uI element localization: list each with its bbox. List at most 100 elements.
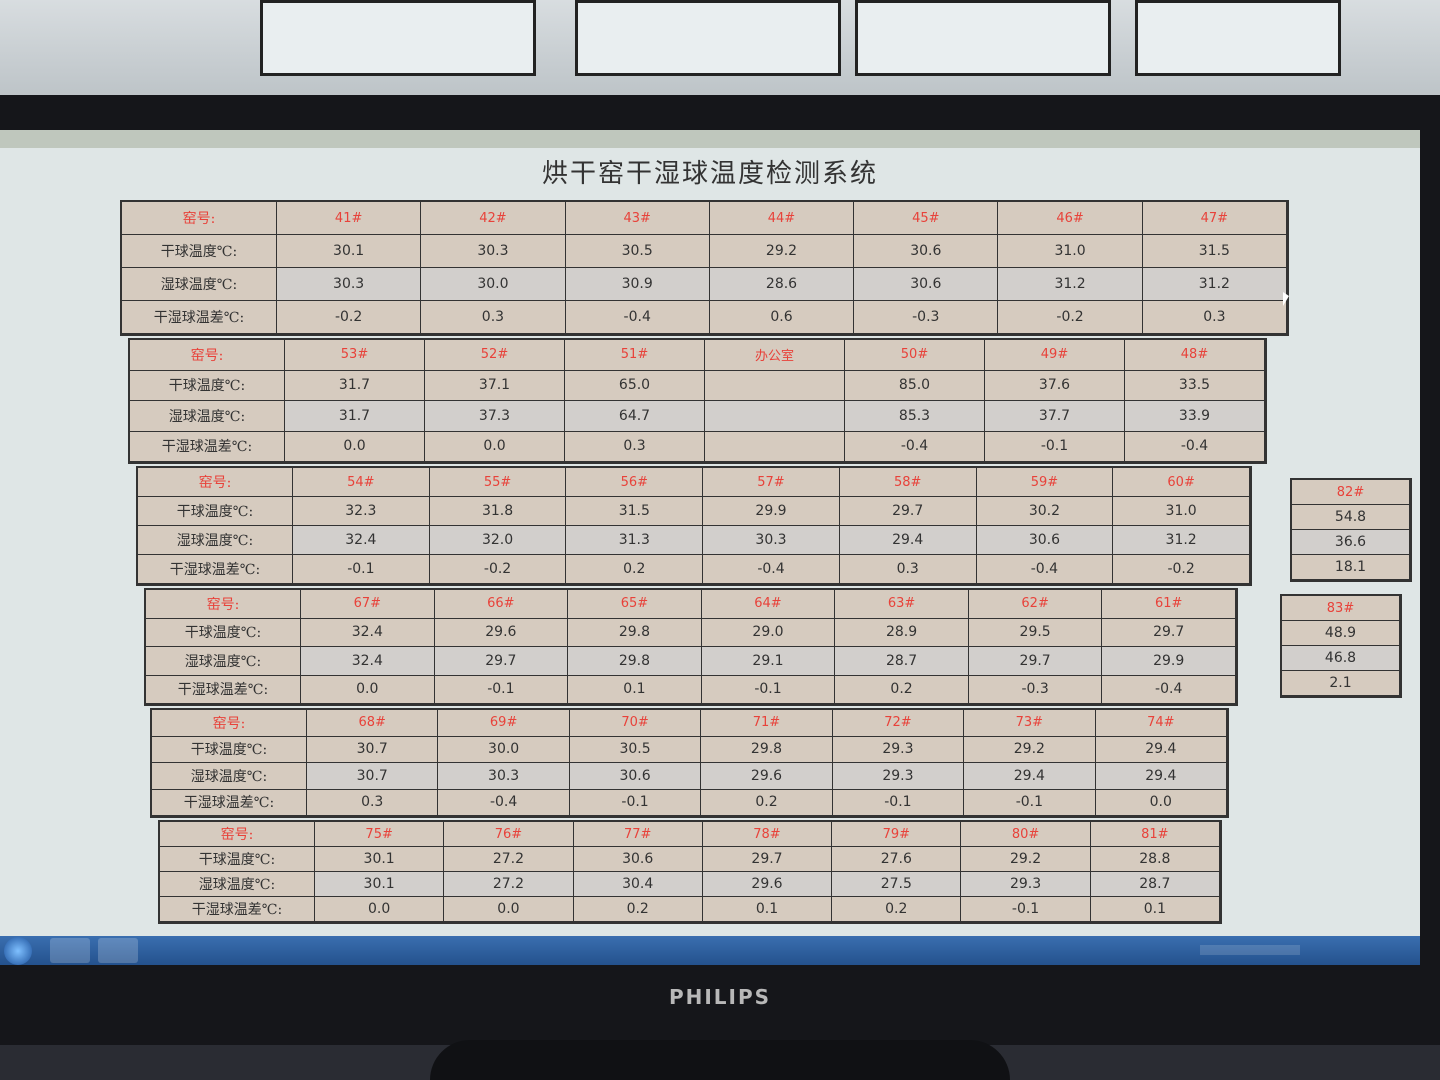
dry-value bbox=[705, 370, 845, 401]
diff-value: 0.0 bbox=[1095, 789, 1227, 816]
dry-value: 29.3 bbox=[832, 736, 965, 763]
wet-value: 30.0 bbox=[421, 268, 566, 301]
kiln-id: 52# bbox=[425, 340, 565, 371]
kiln-id: 59# bbox=[976, 468, 1114, 497]
wet-value: 46.8 bbox=[1282, 646, 1400, 671]
page-title: 烘干窑干湿球温度检测系统 bbox=[541, 159, 878, 189]
kiln-id: 76# bbox=[444, 822, 574, 847]
dry-value: 37.6 bbox=[985, 370, 1125, 401]
row-label-wet: 湿球温度℃: bbox=[146, 647, 301, 676]
wet-value: 32.4 bbox=[301, 647, 435, 676]
diff-value: -0.4 bbox=[565, 301, 710, 334]
wet-value: 85.3 bbox=[845, 401, 985, 432]
diff-value: -0.4 bbox=[1102, 675, 1236, 704]
row-label-kiln: 窑号: bbox=[152, 710, 307, 737]
diff-value: 0.2 bbox=[573, 897, 703, 922]
diff-value: 0.1 bbox=[1090, 897, 1220, 922]
diff-value: 0.2 bbox=[566, 555, 704, 584]
wet-value: 29.6 bbox=[701, 763, 833, 790]
wet-value: 64.7 bbox=[565, 401, 705, 432]
diff-value: -0.2 bbox=[1113, 555, 1250, 584]
dry-value: 65.0 bbox=[565, 370, 705, 401]
dry-value: 30.0 bbox=[438, 736, 570, 763]
wall-monitor bbox=[260, 0, 536, 76]
kiln-id: 50# bbox=[845, 340, 985, 371]
diff-value: 0.0 bbox=[444, 897, 574, 922]
dry-value: 29.0 bbox=[701, 618, 836, 647]
dry-value: 30.7 bbox=[307, 736, 439, 763]
diff-value bbox=[705, 431, 845, 462]
wet-value: 28.7 bbox=[835, 647, 969, 676]
diff-value: 0.0 bbox=[301, 675, 435, 704]
dry-value: 30.6 bbox=[573, 847, 703, 872]
wet-value: 30.1 bbox=[315, 872, 445, 897]
diff-value: 0.3 bbox=[1142, 301, 1287, 334]
monitor-stand bbox=[430, 1040, 1010, 1080]
wet-value: 30.4 bbox=[573, 872, 703, 897]
row-label-kiln: 窑号: bbox=[138, 468, 293, 497]
taskbar-app-explorer[interactable] bbox=[50, 938, 90, 963]
dry-value: 29.4 bbox=[1095, 736, 1227, 763]
kiln-id: 55# bbox=[429, 468, 567, 497]
row-label-wet: 湿球温度℃: bbox=[138, 526, 293, 555]
diff-value: -0.4 bbox=[703, 555, 840, 584]
start-button[interactable] bbox=[4, 937, 32, 965]
diff-value: 0.0 bbox=[425, 431, 565, 462]
row-label-diff: 干湿球温差℃: bbox=[122, 301, 277, 334]
dry-value: 54.8 bbox=[1292, 505, 1410, 530]
diff-value: 0.2 bbox=[701, 789, 833, 816]
diff-value: -0.1 bbox=[434, 675, 569, 704]
kiln-id: 46# bbox=[998, 202, 1143, 235]
dry-value: 31.0 bbox=[998, 235, 1143, 268]
wet-value: 33.9 bbox=[1125, 401, 1265, 432]
dry-value: 37.1 bbox=[425, 370, 565, 401]
wet-value: 28.6 bbox=[709, 268, 855, 301]
diff-value: 0.3 bbox=[839, 555, 977, 584]
row-label-wet: 湿球温度℃: bbox=[130, 401, 285, 432]
row-label-wet: 湿球温度℃: bbox=[122, 268, 277, 301]
wet-value: 27.5 bbox=[832, 872, 962, 897]
diff-value: 0.6 bbox=[709, 301, 855, 334]
dry-value: 30.5 bbox=[569, 736, 702, 763]
diff-value: 18.1 bbox=[1292, 555, 1410, 580]
taskbar-app-monitor[interactable] bbox=[98, 938, 138, 963]
kiln-id: 82# bbox=[1292, 480, 1410, 505]
wet-value: 32.0 bbox=[429, 526, 567, 555]
row-label-kiln: 窑号: bbox=[122, 202, 277, 235]
row-label-diff: 干湿球温差℃: bbox=[160, 897, 315, 922]
dry-value: 32.3 bbox=[293, 497, 430, 526]
kiln-table-group: 窑号: 75# 76# 77# 78# 79# 80# 81# 干球温度℃: 30.1 27.2 30… bbox=[158, 820, 1222, 924]
clock[interactable] bbox=[1377, 940, 1380, 950]
kiln-id: 63# bbox=[835, 590, 969, 619]
kiln-id: 42# bbox=[421, 202, 566, 235]
diff-value: -0.4 bbox=[1125, 431, 1265, 462]
dry-value: 29.6 bbox=[434, 618, 569, 647]
dry-value: 29.2 bbox=[964, 736, 1096, 763]
kiln-id: 54# bbox=[293, 468, 430, 497]
kiln-id: 60# bbox=[1113, 468, 1250, 497]
wall-monitor bbox=[575, 0, 841, 76]
system-tray bbox=[1200, 945, 1300, 955]
dry-value: 30.2 bbox=[976, 497, 1114, 526]
kiln-id: 72# bbox=[832, 710, 965, 737]
wet-value: 29.9 bbox=[1102, 647, 1236, 676]
dry-value: 30.6 bbox=[854, 235, 999, 268]
row-label-kiln: 窑号: bbox=[146, 590, 301, 619]
dry-value: 29.2 bbox=[961, 847, 1091, 872]
row-label-diff: 干湿球温差℃: bbox=[152, 789, 307, 816]
wet-value: 29.1 bbox=[701, 647, 836, 676]
dry-value: 29.7 bbox=[702, 847, 833, 872]
kiln-id: 73# bbox=[964, 710, 1096, 737]
diff-value: -0.4 bbox=[438, 789, 570, 816]
dry-value: 48.9 bbox=[1282, 621, 1400, 646]
taskbar bbox=[0, 936, 1420, 965]
kiln-table-group: 窑号: 67# 66# 65# 64# 63# 62# 61# 干球温度℃: 32.4 29.6 29… bbox=[144, 588, 1238, 706]
kiln-id: 69# bbox=[438, 710, 570, 737]
kiln-id: 41# bbox=[277, 202, 422, 235]
diff-value: -0.1 bbox=[832, 789, 965, 816]
monitor-brand-logo: PHILIPS bbox=[668, 985, 772, 1009]
wet-value: 29.7 bbox=[434, 647, 569, 676]
dry-value: 30.1 bbox=[277, 235, 422, 268]
row-label-dry: 干球温度℃: bbox=[122, 235, 277, 268]
dry-value: 29.5 bbox=[968, 618, 1103, 647]
